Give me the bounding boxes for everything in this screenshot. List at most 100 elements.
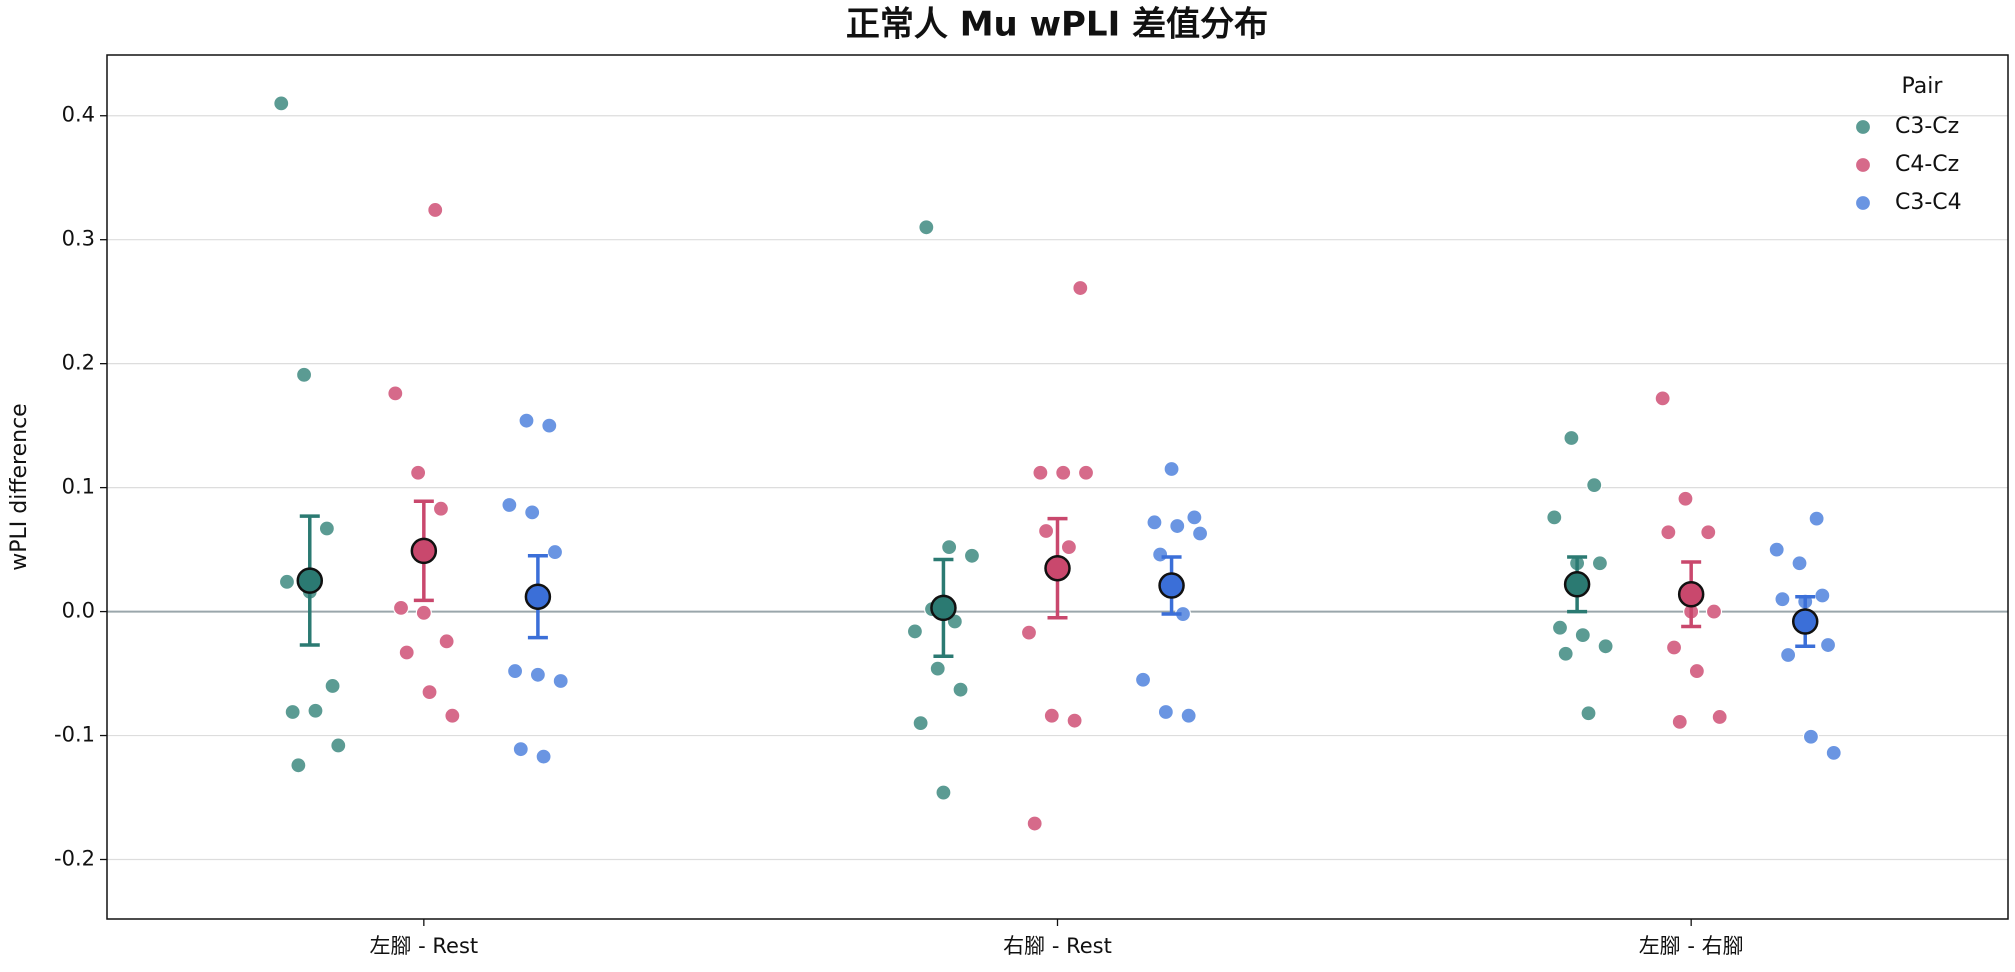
mean-point [1044, 554, 1071, 582]
data-point [1163, 460, 1180, 478]
data-point [501, 496, 518, 514]
data-point [546, 543, 564, 561]
data-point [1768, 541, 1785, 558]
mean-point [1158, 572, 1185, 599]
data-point [1032, 464, 1049, 481]
y-axis-label: wPLI difference [7, 403, 32, 570]
data-point [1169, 517, 1186, 535]
data-point [535, 748, 552, 765]
y-tick-label: 0.3 [62, 227, 95, 251]
data-point [1580, 705, 1597, 722]
data-point [941, 539, 958, 556]
data-point [912, 715, 929, 732]
data-point [1152, 546, 1169, 563]
data-point [1711, 708, 1728, 726]
y-tick-label: -0.1 [54, 723, 95, 747]
data-point [398, 644, 415, 661]
data-point [290, 757, 307, 774]
data-point [1026, 815, 1043, 832]
mean-point [524, 583, 552, 610]
data-point [1180, 707, 1197, 724]
data-point [929, 660, 946, 677]
data-point [284, 703, 301, 721]
data-point [1557, 645, 1574, 662]
data-point [1072, 279, 1089, 297]
legend-marker [1854, 194, 1872, 212]
data-point [1677, 490, 1694, 507]
data-point [1654, 390, 1671, 407]
data-point [552, 672, 569, 690]
data-point [318, 520, 335, 537]
data-point [906, 623, 924, 640]
data-point [1060, 539, 1078, 556]
data-point [1146, 514, 1163, 531]
data-point [1665, 639, 1683, 656]
data-point [1020, 624, 1038, 641]
data-point [1705, 603, 1723, 620]
y-tick-label: -0.2 [54, 846, 95, 870]
data-point [1700, 524, 1717, 541]
data-point [1066, 712, 1083, 729]
legend-title: Pair [1902, 74, 1944, 99]
y-tick-label: 0.0 [62, 599, 95, 623]
data-point [432, 500, 450, 517]
data-point [1780, 646, 1797, 664]
mean-point [410, 537, 438, 565]
data-point [518, 412, 535, 429]
data-point [918, 219, 935, 236]
data-point [1043, 707, 1060, 724]
data-point [1134, 671, 1152, 688]
data-point [427, 201, 444, 219]
data-point [1819, 636, 1837, 654]
data-point [421, 684, 438, 701]
mean-point [1791, 608, 1819, 635]
data-point [438, 633, 455, 650]
data-point [410, 464, 427, 481]
data-point [1591, 555, 1609, 572]
data-point [963, 547, 981, 564]
y-tick-label: 0.1 [62, 475, 95, 499]
data-point [1055, 464, 1072, 481]
x-tick-label: 右腳 - Rest [1003, 934, 1112, 958]
legend-label: C4-Cz [1895, 152, 1959, 177]
data-point [1825, 744, 1842, 761]
legend-marker [1854, 156, 1872, 174]
y-tick-label: 0.2 [62, 351, 95, 375]
data-point [1597, 638, 1614, 655]
data-point [1688, 662, 1705, 680]
data-point [1808, 510, 1825, 527]
data-point [1186, 509, 1203, 526]
data-point [1551, 619, 1569, 636]
mean-point [1677, 580, 1705, 608]
data-point [935, 784, 952, 801]
data-point [524, 504, 541, 521]
data-point [392, 599, 410, 616]
x-tick-label: 左腳 - 右腳 [1639, 934, 1744, 958]
x-tick-label: 左腳 - Rest [369, 934, 478, 958]
data-point [1563, 429, 1580, 447]
data-point [1157, 703, 1174, 721]
data-point [1671, 713, 1688, 731]
mean-point [1563, 571, 1591, 598]
data-point [278, 573, 296, 590]
data-point [1574, 627, 1591, 644]
data-point [1791, 555, 1808, 572]
data-point [295, 366, 313, 383]
data-point [1774, 591, 1791, 608]
data-point [529, 666, 546, 683]
data-point [1546, 509, 1563, 526]
data-point [1037, 522, 1055, 540]
data-point [1586, 477, 1603, 494]
data-point [1802, 728, 1820, 745]
data-point [1077, 464, 1095, 481]
data-point [506, 662, 524, 680]
chart-title: 正常人 Mu wPLI 差值分布 [846, 5, 1268, 45]
data-point [1814, 587, 1831, 604]
data-point [1660, 524, 1677, 541]
legend-label: C3-C4 [1895, 190, 1962, 215]
mean-point [930, 594, 957, 622]
data-point [444, 707, 461, 724]
data-point [512, 741, 529, 758]
